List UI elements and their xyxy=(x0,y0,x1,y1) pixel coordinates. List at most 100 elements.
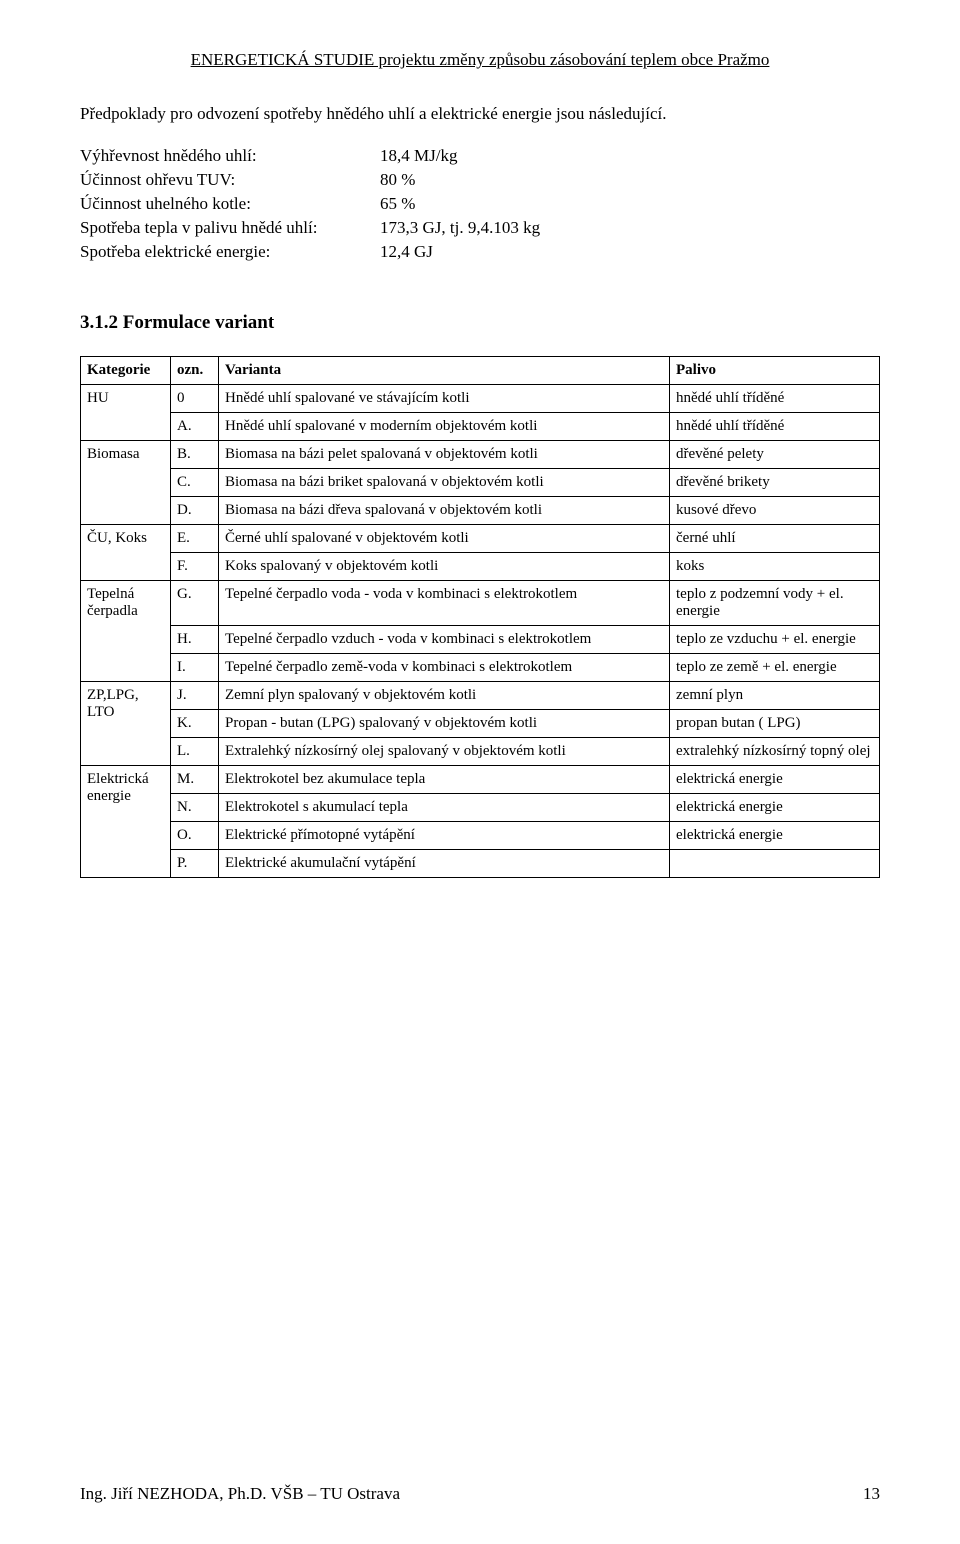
param-value: 12,4 GJ xyxy=(380,240,560,264)
cell-category: ČU, Koks xyxy=(81,525,171,581)
param-value: 80 % xyxy=(380,168,560,192)
cell-fuel: koks xyxy=(670,553,880,581)
cell-ozn: 0 xyxy=(171,385,219,413)
table-row: BiomasaB.Biomasa na bázi pelet spalovaná… xyxy=(81,441,880,469)
page-footer: Ing. Jiří NEZHODA, Ph.D. VŠB – TU Ostrav… xyxy=(80,1484,880,1504)
footer-page-number: 13 xyxy=(863,1484,880,1504)
col-header-variant: Varianta xyxy=(219,357,670,385)
table-row: O.Elektrické přímotopné vytápěníelektric… xyxy=(81,822,880,850)
cell-fuel: elektrická energie xyxy=(670,822,880,850)
cell-ozn: M. xyxy=(171,766,219,794)
cell-variant: Elektrokotel bez akumulace tepla xyxy=(219,766,670,794)
cell-category: HU xyxy=(81,385,171,441)
cell-variant: Tepelné čerpadlo země-voda v kombinaci s… xyxy=(219,654,670,682)
cell-ozn: N. xyxy=(171,794,219,822)
param-value: 173,3 GJ, tj. 9,4.103 kg xyxy=(380,216,560,240)
param-label: Spotřeba tepla v palivu hnědé uhlí: xyxy=(80,216,380,240)
cell-variant: Černé uhlí spalované v objektovém kotli xyxy=(219,525,670,553)
param-row: Spotřeba elektrické energie: 12,4 GJ xyxy=(80,240,560,264)
cell-fuel: extralehký nízkosírný topný olej xyxy=(670,738,880,766)
variant-table-body: HU0Hnědé uhlí spalované ve stávajícím ko… xyxy=(81,385,880,878)
table-row: K.Propan - butan (LPG) spalovaný v objek… xyxy=(81,710,880,738)
cell-ozn: C. xyxy=(171,469,219,497)
footer-author: Ing. Jiří NEZHODA, Ph.D. VŠB – TU Ostrav… xyxy=(80,1484,400,1504)
table-row: ČU, KoksE.Černé uhlí spalované v objekto… xyxy=(81,525,880,553)
cell-fuel: elektrická energie xyxy=(670,766,880,794)
table-row: D.Biomasa na bázi dřeva spalovaná v obje… xyxy=(81,497,880,525)
cell-fuel: dřevěné brikety xyxy=(670,469,880,497)
cell-fuel: kusové dřevo xyxy=(670,497,880,525)
cell-category: Biomasa xyxy=(81,441,171,525)
cell-category: Elektrická energie xyxy=(81,766,171,878)
param-row: Účinnost ohřevu TUV: 80 % xyxy=(80,168,560,192)
intro-paragraph: Předpoklady pro odvození spotřeby hnědéh… xyxy=(80,104,880,124)
table-row: ZP,LPG, LTOJ.Zemní plyn spalovaný v obje… xyxy=(81,682,880,710)
cell-variant: Koks spalovaný v objektovém kotli xyxy=(219,553,670,581)
table-header-row: Kategorie ozn. Varianta Palivo xyxy=(81,357,880,385)
cell-fuel: hnědé uhlí tříděné xyxy=(670,413,880,441)
cell-ozn: K. xyxy=(171,710,219,738)
param-row: Spotřeba tepla v palivu hnědé uhlí: 173,… xyxy=(80,216,560,240)
cell-variant: Elektrokotel s akumulací tepla xyxy=(219,794,670,822)
cell-variant: Biomasa na bázi briket spalovaná v objek… xyxy=(219,469,670,497)
cell-variant: Extralehký nízkosírný olej spalovaný v o… xyxy=(219,738,670,766)
cell-ozn: F. xyxy=(171,553,219,581)
param-label: Účinnost ohřevu TUV: xyxy=(80,168,380,192)
table-row: Tepelná čerpadlaG.Tepelné čerpadlo voda … xyxy=(81,581,880,626)
cell-ozn: J. xyxy=(171,682,219,710)
param-label: Spotřeba elektrické energie: xyxy=(80,240,380,264)
param-row: Účinnost uhelného kotle: 65 % xyxy=(80,192,560,216)
variant-table: Kategorie ozn. Varianta Palivo HU0Hnědé … xyxy=(80,356,880,878)
cell-fuel: teplo ze země + el. energie xyxy=(670,654,880,682)
table-row: P.Elektrické akumulační vytápění xyxy=(81,850,880,878)
cell-variant: Hnědé uhlí spalované v moderním objektov… xyxy=(219,413,670,441)
cell-ozn: E. xyxy=(171,525,219,553)
cell-fuel: černé uhlí xyxy=(670,525,880,553)
cell-category: ZP,LPG, LTO xyxy=(81,682,171,766)
cell-variant: Elektrické akumulační vytápění xyxy=(219,850,670,878)
cell-variant: Zemní plyn spalovaný v objektovém kotli xyxy=(219,682,670,710)
parameters-table: Výhřevnost hnědého uhlí: 18,4 MJ/kg Účin… xyxy=(80,144,560,264)
cell-category: Tepelná čerpadla xyxy=(81,581,171,682)
cell-variant: Hnědé uhlí spalované ve stávajícím kotli xyxy=(219,385,670,413)
param-label: Výhřevnost hnědého uhlí: xyxy=(80,144,380,168)
cell-ozn: P. xyxy=(171,850,219,878)
cell-ozn: O. xyxy=(171,822,219,850)
cell-fuel: propan butan ( LPG) xyxy=(670,710,880,738)
cell-ozn: H. xyxy=(171,626,219,654)
cell-fuel: teplo z podzemní vody + el. energie xyxy=(670,581,880,626)
cell-variant: Propan - butan (LPG) spalovaný v objekto… xyxy=(219,710,670,738)
table-row: F.Koks spalovaný v objektovém kotlikoks xyxy=(81,553,880,581)
cell-ozn: D. xyxy=(171,497,219,525)
col-header-fuel: Palivo xyxy=(670,357,880,385)
cell-variant: Biomasa na bázi dřeva spalovaná v objekt… xyxy=(219,497,670,525)
page: ENERGETICKÁ STUDIE projektu změny způsob… xyxy=(0,0,960,1544)
cell-ozn: L. xyxy=(171,738,219,766)
cell-fuel: hnědé uhlí tříděné xyxy=(670,385,880,413)
section-heading: 3.1.2 Formulace variant xyxy=(80,312,880,334)
param-label: Účinnost uhelného kotle: xyxy=(80,192,380,216)
cell-fuel xyxy=(670,850,880,878)
cell-variant: Elektrické přímotopné vytápění xyxy=(219,822,670,850)
param-row: Výhřevnost hnědého uhlí: 18,4 MJ/kg xyxy=(80,144,560,168)
cell-ozn: A. xyxy=(171,413,219,441)
page-header-title: ENERGETICKÁ STUDIE projektu změny způsob… xyxy=(80,50,880,70)
table-row: Elektrická energieM.Elektrokotel bez aku… xyxy=(81,766,880,794)
param-value: 18,4 MJ/kg xyxy=(380,144,560,168)
cell-fuel: zemní plyn xyxy=(670,682,880,710)
table-row: I.Tepelné čerpadlo země-voda v kombinaci… xyxy=(81,654,880,682)
table-row: A.Hnědé uhlí spalované v moderním objekt… xyxy=(81,413,880,441)
cell-fuel: teplo ze vzduchu + el. energie xyxy=(670,626,880,654)
cell-variant: Tepelné čerpadlo voda - voda v kombinaci… xyxy=(219,581,670,626)
cell-fuel: elektrická energie xyxy=(670,794,880,822)
cell-ozn: B. xyxy=(171,441,219,469)
cell-variant: Biomasa na bázi pelet spalovaná v objekt… xyxy=(219,441,670,469)
col-header-ozn: ozn. xyxy=(171,357,219,385)
cell-ozn: I. xyxy=(171,654,219,682)
param-value: 65 % xyxy=(380,192,560,216)
table-row: H.Tepelné čerpadlo vzduch - voda v kombi… xyxy=(81,626,880,654)
cell-variant: Tepelné čerpadlo vzduch - voda v kombina… xyxy=(219,626,670,654)
cell-fuel: dřevěné pelety xyxy=(670,441,880,469)
cell-ozn: G. xyxy=(171,581,219,626)
col-header-category: Kategorie xyxy=(81,357,171,385)
